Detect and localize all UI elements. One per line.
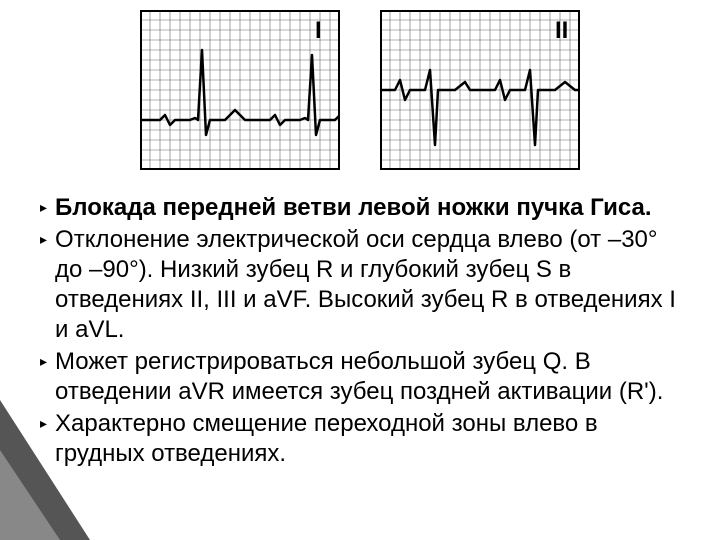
bullet-icon: ▸: [40, 353, 47, 407]
bullet-text: Может регистрироваться небольшой зубец Q…: [55, 347, 690, 407]
ecg-chart-2: II: [380, 10, 580, 170]
svg-text:II: II: [555, 17, 568, 44]
svg-text:I: I: [315, 17, 322, 44]
ecg-charts-row: I II: [0, 0, 720, 175]
bullet-icon: ▸: [40, 231, 47, 345]
bullet-text: Характерно смещение переходной зоны влев…: [55, 409, 690, 469]
bullet-list: ▸ Блокада передней ветви левой ножки пуч…: [0, 175, 720, 481]
ecg-chart-1: I: [140, 10, 340, 170]
ecg-panel-lead-2: II: [380, 10, 580, 175]
bullet-text: Отклонение электрической оси сердца влев…: [55, 225, 690, 345]
list-item: ▸ Блокада передней ветви левой ножки пуч…: [40, 193, 690, 223]
list-item: ▸ Отклонение электрической оси сердца вл…: [40, 225, 690, 345]
bullet-text-title: Блокада передней ветви левой ножки пучка…: [55, 193, 652, 223]
bullet-icon: ▸: [40, 199, 47, 223]
list-item: ▸ Может регистрироваться небольшой зубец…: [40, 347, 690, 407]
list-item: ▸ Характерно смещение переходной зоны вл…: [40, 409, 690, 469]
ecg-panel-lead-1: I: [140, 10, 340, 175]
corner-decoration: [0, 400, 90, 540]
